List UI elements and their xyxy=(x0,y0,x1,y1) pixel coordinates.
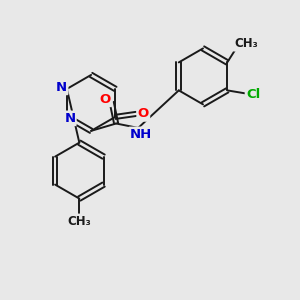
Text: O: O xyxy=(138,107,149,120)
Text: O: O xyxy=(100,93,111,106)
Text: CH₃: CH₃ xyxy=(68,215,91,228)
Text: NH: NH xyxy=(130,128,152,141)
Text: N: N xyxy=(56,81,67,94)
Text: CH₃: CH₃ xyxy=(234,38,258,50)
Text: Cl: Cl xyxy=(246,88,260,101)
Text: N: N xyxy=(64,112,75,125)
